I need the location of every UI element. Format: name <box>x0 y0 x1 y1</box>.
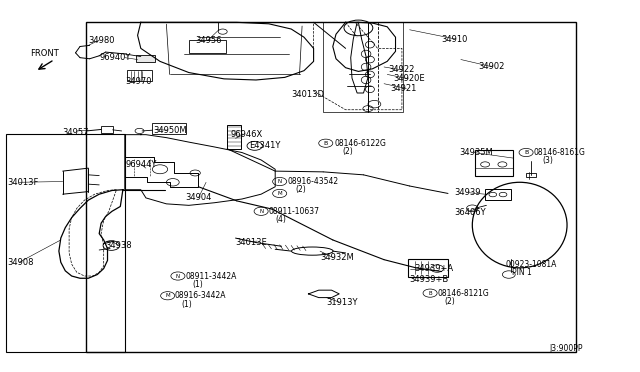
Text: FRONT: FRONT <box>31 49 59 58</box>
Bar <box>152 123 186 134</box>
Text: 34957: 34957 <box>63 128 89 137</box>
Text: 34939+A: 34939+A <box>415 264 454 273</box>
Text: M: M <box>165 293 170 298</box>
Bar <box>189 40 226 53</box>
Text: 34935M: 34935M <box>460 148 493 157</box>
Text: 34938: 34938 <box>106 241 132 250</box>
Text: N: N <box>259 209 263 214</box>
Text: 34932M: 34932M <box>320 253 354 262</box>
Text: (3): (3) <box>543 156 554 165</box>
Text: 96944Y: 96944Y <box>125 160 157 169</box>
Text: B: B <box>428 291 432 296</box>
Text: (4): (4) <box>275 215 286 224</box>
Text: 08916-3442A: 08916-3442A <box>175 291 226 300</box>
Text: 34922: 34922 <box>388 65 415 74</box>
Text: 36406Y: 36406Y <box>454 208 486 217</box>
Text: 34956: 34956 <box>195 36 221 45</box>
Text: B: B <box>324 141 328 146</box>
Text: J3:900PP: J3:900PP <box>549 344 582 353</box>
Text: 34980: 34980 <box>88 36 115 45</box>
Text: 08911-3442A: 08911-3442A <box>186 272 237 280</box>
Text: 34910: 34910 <box>442 35 468 44</box>
Text: 96940Y: 96940Y <box>100 53 131 62</box>
Text: 31913Y: 31913Y <box>326 298 358 307</box>
Text: 34013E: 34013E <box>236 238 268 247</box>
Text: 08916-43542: 08916-43542 <box>288 177 339 186</box>
Text: (1): (1) <box>192 280 203 289</box>
Bar <box>227 125 241 149</box>
Text: (2): (2) <box>445 297 456 306</box>
Bar <box>323 22 403 112</box>
Text: 08146-6122G: 08146-6122G <box>334 139 386 148</box>
Bar <box>408 259 448 277</box>
Text: 34902: 34902 <box>479 62 505 71</box>
Bar <box>86 22 576 352</box>
Text: (1): (1) <box>181 300 192 309</box>
Bar <box>485 189 511 200</box>
Bar <box>136 55 155 62</box>
Text: 00923-1081A: 00923-1081A <box>506 260 557 269</box>
Text: B: B <box>524 150 528 155</box>
Text: 34013F: 34013F <box>8 178 39 187</box>
Text: E4341Y: E4341Y <box>250 141 281 150</box>
Bar <box>475 150 513 176</box>
Text: 34904: 34904 <box>186 193 212 202</box>
Text: 34939+B: 34939+B <box>410 275 449 284</box>
Text: N: N <box>278 179 282 184</box>
Text: N: N <box>176 273 180 279</box>
Text: (2): (2) <box>296 185 307 194</box>
Text: 34908: 34908 <box>8 258 34 267</box>
Text: PIN 1: PIN 1 <box>512 268 532 277</box>
Text: 08146-8121G: 08146-8121G <box>437 289 489 298</box>
Text: M: M <box>277 191 282 196</box>
Text: 08911-10637: 08911-10637 <box>269 207 320 216</box>
Text: 34950M: 34950M <box>154 126 188 135</box>
Text: 34920E: 34920E <box>394 74 425 83</box>
Text: 08146-8161G: 08146-8161G <box>533 148 585 157</box>
Bar <box>127 70 152 81</box>
Text: 96946X: 96946X <box>230 130 262 139</box>
Bar <box>526 173 536 177</box>
Text: (2): (2) <box>342 147 353 156</box>
Bar <box>101 126 113 133</box>
Bar <box>6 134 125 352</box>
Text: 34939: 34939 <box>454 188 481 197</box>
Text: 34970: 34970 <box>125 77 152 86</box>
Text: 34013D: 34013D <box>291 90 324 99</box>
Text: 34921: 34921 <box>390 84 417 93</box>
